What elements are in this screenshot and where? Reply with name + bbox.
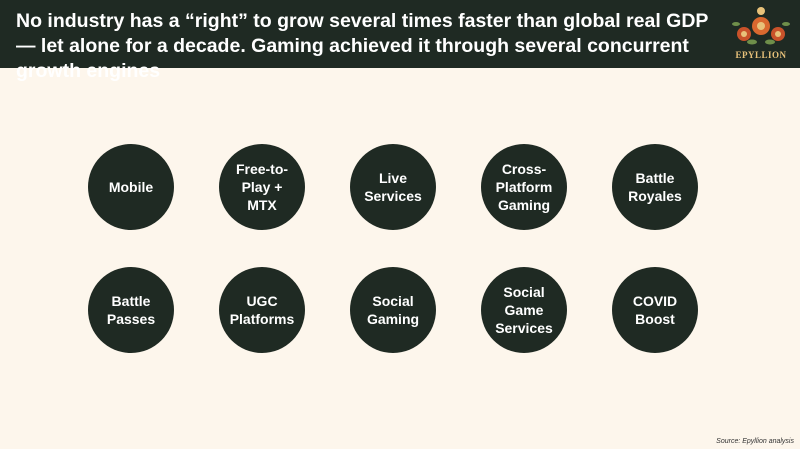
source-note: Source: Epyllion analysis bbox=[716, 438, 794, 445]
engine-circle: UGC Platforms bbox=[219, 267, 305, 353]
engine-label: Battle Royales bbox=[628, 170, 682, 204]
engine-label: Live Services bbox=[364, 170, 422, 204]
engine-circle: Battle Royales bbox=[612, 144, 698, 230]
engine-label: Social Gaming bbox=[366, 293, 420, 327]
engine-label: Free-to-Play + MTX bbox=[235, 161, 289, 213]
engine-label: UGC Platforms bbox=[229, 293, 295, 327]
engine-circle: COVID Boost bbox=[612, 267, 698, 353]
engine-label: Battle Passes bbox=[106, 293, 156, 327]
logo-text: EPYLLION bbox=[735, 50, 787, 60]
engine-label: Mobile bbox=[108, 179, 154, 195]
engine-circle: Social Gaming bbox=[350, 267, 436, 353]
engine-circle: Live Services bbox=[350, 144, 436, 230]
header: No industry has a “right” to grow severa… bbox=[0, 0, 800, 82]
engine-circle: Battle Passes bbox=[88, 267, 174, 353]
engine-circle: Cross-Platform Gaming bbox=[481, 144, 567, 230]
logo-icon bbox=[732, 7, 790, 45]
engine-circle: Free-to-Play + MTX bbox=[219, 144, 305, 230]
engine-circle: Mobile bbox=[88, 144, 174, 230]
title: No industry has a “right” to grow severa… bbox=[16, 10, 709, 82]
engine-circle: Social Game Services bbox=[481, 267, 567, 353]
engine-label: Social Game Services bbox=[495, 284, 553, 336]
engine-label: COVID Boost bbox=[632, 293, 678, 327]
engine-label: Cross-Platform Gaming bbox=[495, 161, 553, 213]
